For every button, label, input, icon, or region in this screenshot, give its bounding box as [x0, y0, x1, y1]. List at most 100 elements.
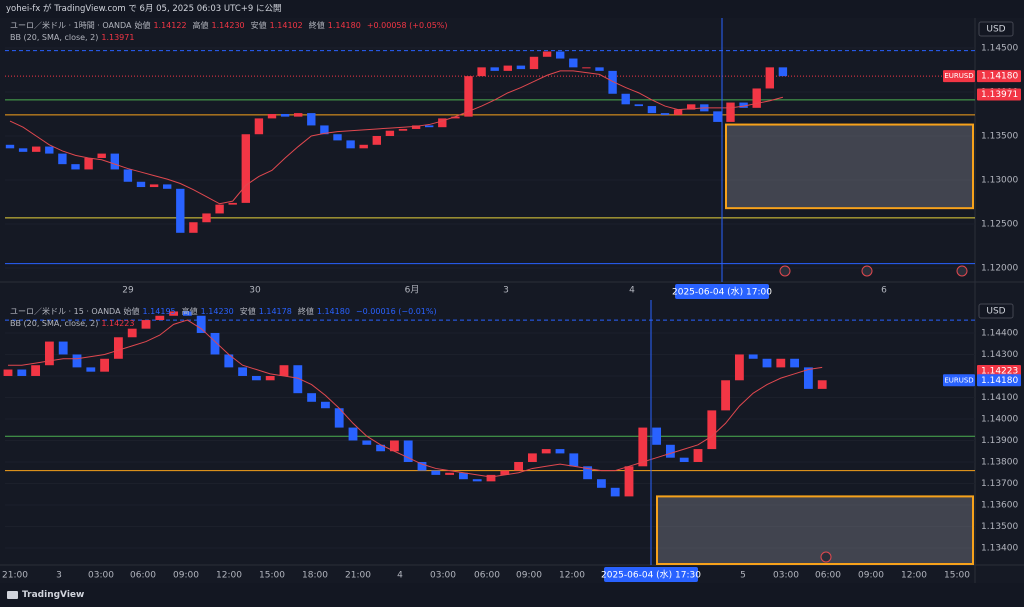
candle-body [320, 125, 329, 135]
ohlc-value: 1.14180 [316, 307, 350, 316]
candle-body [127, 328, 137, 338]
ohlc-label: 高値 [192, 21, 209, 30]
x-tick-label: 09:00 [516, 571, 542, 581]
candle-body [726, 102, 735, 122]
candle-body [254, 118, 264, 135]
candle-body [486, 474, 496, 482]
candle-body [72, 354, 82, 368]
candle-body [477, 67, 486, 77]
symbol: ユーロ／米ドル · 1時間 · OANDA [10, 21, 132, 30]
bb-basis-line [8, 319, 823, 478]
candle-body [182, 311, 192, 316]
ohlc-value: 1.14180 [327, 21, 361, 30]
y-tick-label: 1.13800 [981, 457, 1018, 467]
candle-body [267, 113, 277, 119]
candle-body [762, 358, 772, 368]
candle-body [45, 146, 54, 154]
x-tick-label: 4 [397, 571, 403, 581]
candle-body [634, 104, 643, 107]
candle-body [776, 358, 786, 368]
x-tick-label: 06:00 [474, 571, 500, 581]
candle-body [320, 401, 330, 409]
price-label: 1.14180 [981, 376, 1018, 386]
x-tick-label: 3 [56, 571, 62, 581]
candle-body [202, 213, 211, 223]
crosshair-label: 2025-06-04 (水) 17:30 [601, 569, 701, 581]
x-tick-label: 29 [122, 286, 134, 296]
x-tick-label: 12:00 [901, 571, 927, 581]
ohlc-label: 安値 [250, 21, 267, 30]
legend: ユーロ／米ドル · 1時間 · OANDA 始値 1.14122 高値 1.14230 安… [10, 20, 454, 44]
candle-body [582, 67, 591, 69]
candle-body [693, 449, 703, 462]
candle-body [608, 70, 617, 94]
y-tick-label: 1.13600 [981, 501, 1018, 511]
candle-body [32, 146, 41, 152]
candle-body [451, 116, 460, 119]
candle-body [86, 367, 96, 372]
crosshair-label-bg [604, 567, 698, 582]
x-tick-label: 03:00 [88, 571, 114, 581]
candle-body [293, 365, 303, 394]
legend-row: ユーロ／米ドル · 1時間 · OANDA 始値 1.14122 高値 1.14230 安… [10, 20, 454, 32]
currency: USD [986, 25, 1005, 35]
candle-body [527, 453, 537, 462]
price-label: 1.14180 [981, 72, 1018, 82]
footer-brand[interactable]: TradingView [22, 590, 85, 600]
x-tick-label: 30 [249, 286, 261, 296]
price-label-bg [977, 365, 1021, 378]
bb-basis-line [9, 70, 784, 205]
ohlc-value: 1.14178 [258, 307, 292, 316]
y-tick-label: 1.13900 [981, 436, 1018, 446]
candle-body [149, 184, 159, 188]
ohlc-label: 始値 [123, 307, 140, 316]
x-tick-label: 21:00 [345, 571, 371, 581]
candle-body [503, 65, 512, 71]
y-tick-label: 1.14500 [981, 43, 1018, 53]
x-tick-label: 4 [629, 286, 635, 296]
candle-body [464, 76, 473, 117]
candle-body [514, 461, 524, 471]
ohlc-label: 高値 [181, 307, 198, 316]
legend: ユーロ／米ドル · 15 · OANDA 始値 1.14195 高値 1.14230 安値… [10, 306, 443, 330]
candle-body [251, 375, 261, 381]
candle-body [280, 113, 290, 117]
x-tick-label: 12:00 [216, 571, 242, 581]
y-tick-label: 1.13500 [981, 131, 1018, 141]
candle-body [569, 58, 578, 68]
change: +0.00058 (+0.05%) [366, 21, 448, 30]
price-label: 1.13971 [981, 90, 1018, 100]
candle-body [596, 479, 606, 488]
candle-body [279, 365, 289, 376]
candle-body [707, 410, 717, 450]
candle-body [734, 354, 744, 381]
candle-body [238, 367, 248, 376]
x-tick-label: 09:00 [173, 571, 199, 581]
candle-body [542, 51, 552, 57]
ohlc-value: 1.14195 [142, 307, 176, 316]
candle-body [71, 164, 80, 170]
symbol-label-bg [943, 374, 975, 387]
candle-body [155, 315, 165, 321]
event-icon [779, 265, 791, 277]
candle-body [748, 354, 758, 359]
candle-body [490, 67, 499, 71]
price-label-bg [977, 374, 1021, 387]
price-label: 1.14223 [981, 367, 1018, 377]
x-tick-label: 21:00 [2, 571, 28, 581]
candle-body [348, 427, 358, 441]
candle-body [516, 65, 526, 70]
candle-body [803, 367, 813, 389]
candle-body [228, 202, 237, 205]
candle-body [595, 67, 604, 71]
candle-body [500, 470, 510, 475]
candle-body [333, 134, 342, 141]
event-icon [861, 265, 873, 277]
indicator-value: 1.13971 [101, 33, 135, 42]
x-tick-label: 09:00 [858, 571, 884, 581]
y-tick-label: 1.13000 [981, 175, 1018, 185]
candle-body [215, 204, 224, 214]
candle-body [713, 111, 722, 122]
y-tick-label: 1.13700 [981, 479, 1018, 489]
candle-body [817, 380, 827, 389]
